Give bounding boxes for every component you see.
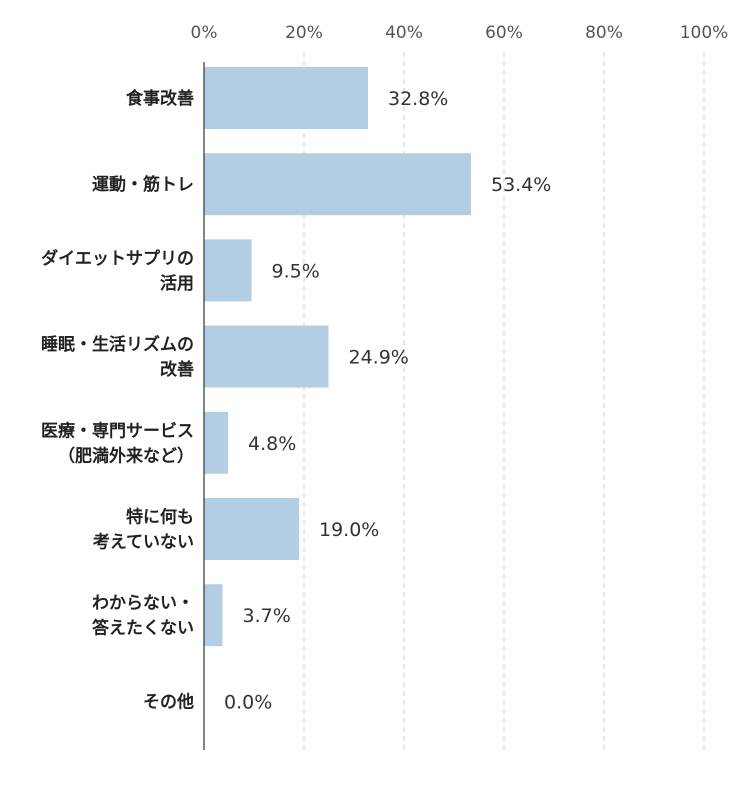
value-labels: 32.8% 53.4% 9.5% 24.9% 4.8% 19.0% 3.7% 0.0% bbox=[224, 88, 551, 713]
value-label: 3.7% bbox=[243, 605, 291, 627]
category-label-line: その他 bbox=[143, 691, 194, 712]
category-label: 睡眠・生活リズムの改善 bbox=[41, 334, 194, 380]
category-label-line: 睡眠・生活リズムの bbox=[41, 334, 194, 355]
bar bbox=[204, 325, 329, 388]
category-label: ダイエットサプリの活用 bbox=[41, 248, 194, 294]
bar bbox=[204, 584, 223, 647]
category-label-line: 運動・筋トレ bbox=[92, 174, 194, 195]
x-tick-label: 60% bbox=[485, 23, 523, 43]
category-label-line: 食事改善 bbox=[126, 88, 194, 109]
x-tick-label: 100% bbox=[680, 23, 729, 43]
value-label: 32.8% bbox=[388, 88, 448, 110]
category-label-line: 活用 bbox=[160, 273, 194, 294]
value-label: 53.4% bbox=[491, 174, 551, 196]
category-label-line: 改善 bbox=[160, 359, 194, 380]
bar bbox=[204, 67, 368, 129]
bar bbox=[204, 498, 299, 560]
category-label-line: 答えたくない bbox=[92, 618, 194, 639]
category-label-line: （肥満外来など） bbox=[58, 445, 194, 466]
category-label: 食事改善 bbox=[126, 88, 194, 109]
bar bbox=[204, 411, 228, 474]
x-axis-ticks: 0% 20% 40% 60% 80% 100% bbox=[191, 23, 729, 43]
value-label: 4.8% bbox=[248, 433, 296, 455]
bar bbox=[204, 239, 252, 302]
x-tick-label: 80% bbox=[585, 23, 623, 43]
bars bbox=[204, 67, 471, 647]
value-label: 24.9% bbox=[349, 347, 409, 369]
x-tick-label: 0% bbox=[191, 23, 218, 43]
category-label: 運動・筋トレ bbox=[92, 174, 194, 195]
category-label: 医療・専門サービス （肥満外来など） bbox=[41, 420, 194, 466]
category-label: わからない・答えたくない bbox=[92, 594, 194, 639]
category-labels: 食事改善運動・筋トレダイエットサプリの活用睡眠・生活リズムの改善医療・専門サービ… bbox=[41, 88, 194, 712]
category-label: その他 bbox=[143, 691, 194, 712]
category-label: 特に何も考えていない bbox=[92, 507, 194, 553]
value-label: 9.5% bbox=[272, 260, 320, 282]
category-label-line: ダイエットサプリの bbox=[41, 248, 194, 269]
x-tick-label: 40% bbox=[385, 23, 423, 43]
category-label-line: 特に何も bbox=[126, 507, 194, 528]
category-label-line: 考えていない bbox=[92, 532, 194, 553]
category-label-line: わからない・ bbox=[92, 594, 194, 614]
x-tick-label: 20% bbox=[285, 23, 323, 43]
bar bbox=[204, 153, 471, 216]
value-label: 19.0% bbox=[319, 519, 379, 541]
category-label-line: 医療・専門サービス bbox=[41, 420, 194, 441]
value-label: 0.0% bbox=[224, 691, 272, 713]
